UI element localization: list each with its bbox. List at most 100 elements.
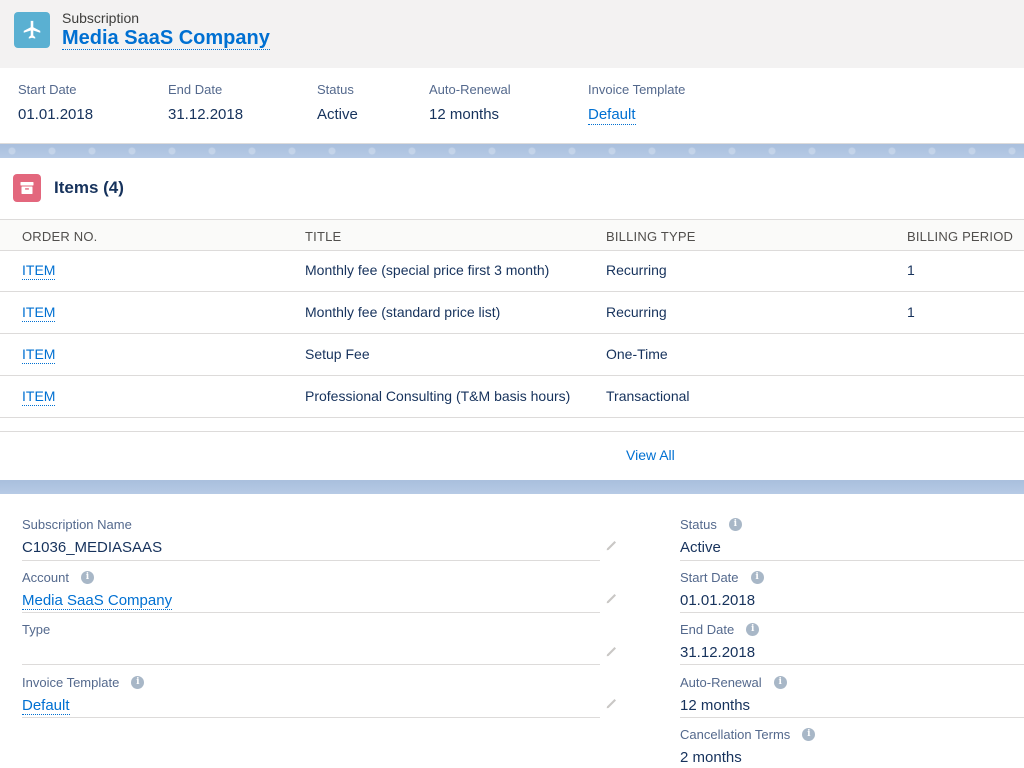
field-label-text: Cancellation Terms <box>680 726 791 742</box>
field-label: End Date i <box>680 621 760 637</box>
info-icon[interactable]: i <box>750 570 764 584</box>
order-no-link[interactable]: ITEM <box>22 304 56 322</box>
cell-billing-type: Transactional <box>606 388 690 404</box>
decorative-band <box>0 480 1024 494</box>
highlight-value-wrap: Default <box>588 106 685 125</box>
cell-billing-type: One-Time <box>606 346 668 362</box>
field-value-wrap: Default <box>22 696 144 715</box>
field-label: Type <box>22 621 51 637</box>
field-type: Type <box>22 621 50 662</box>
plane-icon <box>14 12 50 48</box>
highlight-label: End Date <box>168 82 223 97</box>
pencil-icon[interactable] <box>604 590 620 606</box>
field-label-text: Status <box>680 516 717 532</box>
field-label: Subscription Name <box>22 516 132 532</box>
info-icon[interactable]: i <box>131 675 145 689</box>
highlight-status: Status Active <box>317 82 358 124</box>
field-label-text: Account <box>22 569 69 585</box>
table-row: ITEM Monthly fee (standard price list) R… <box>0 292 1024 334</box>
record-name-link[interactable]: Media SaaS Company <box>62 27 270 50</box>
field-value: 12 months <box>680 697 751 714</box>
cell-title: Professional Consulting (T&M basis hours… <box>305 388 571 404</box>
field-value: Active <box>680 539 721 556</box>
highlight-start-date: Start Date 01.01.2018 <box>18 82 93 124</box>
field-divider <box>22 717 600 718</box>
field-divider <box>22 612 600 613</box>
highlight-value: 31.12.2018 <box>168 106 244 123</box>
info-icon[interactable]: i <box>728 517 742 531</box>
items-card-title: Items (4) <box>54 178 124 197</box>
field-divider <box>680 560 1024 561</box>
cell-billing-type: Recurring <box>606 304 667 320</box>
invoice-template-link[interactable]: Default <box>22 697 70 715</box>
field-invoice-template: Invoice Template i Default <box>22 674 145 715</box>
column-header-title[interactable]: TITLE <box>305 229 342 244</box>
highlight-value: 01.01.2018 <box>18 106 94 123</box>
column-header-billing-period[interactable]: BILLING PERIOD <box>907 229 1014 244</box>
cell-billing-period: 1 <box>907 304 915 320</box>
field-label-text: Start Date <box>680 569 739 585</box>
table-row: ITEM Setup Fee One-Time <box>0 334 1024 376</box>
field-divider <box>680 664 1024 665</box>
highlight-auto-renewal: Auto-Renewal 12 months <box>429 82 511 124</box>
field-subscription-name: Subscription Name C1036_MEDIASAAS <box>22 516 162 557</box>
cell-title: Setup Fee <box>305 346 370 362</box>
field-label-text: Invoice Template <box>22 674 120 690</box>
info-icon[interactable]: i <box>802 727 816 741</box>
account-link[interactable]: Media SaaS Company <box>22 592 173 610</box>
field-start-date: Start Date i 01.01.2018 <box>680 569 764 610</box>
field-divider <box>680 612 1024 613</box>
field-value: 01.01.2018 <box>680 592 756 609</box>
field-value: 2 months <box>680 749 742 766</box>
field-label: Account i <box>22 569 172 585</box>
order-no-link[interactable]: ITEM <box>22 262 56 280</box>
field-label: Invoice Template i <box>22 674 145 690</box>
pencil-icon[interactable] <box>604 695 620 711</box>
highlight-label: Auto-Renewal <box>429 82 511 97</box>
field-label: Start Date i <box>680 569 764 585</box>
order-no-link[interactable]: ITEM <box>22 388 56 406</box>
items-table-header: ORDER NO. TITLE BILLING TYPE BILLING PER… <box>0 219 1024 251</box>
field-value-wrap: Media SaaS Company <box>22 591 173 610</box>
field-divider <box>22 560 600 561</box>
field-label: Auto-Renewal i <box>680 674 787 690</box>
archive-box-icon <box>13 174 41 202</box>
field-end-date: End Date i 31.12.2018 <box>680 621 760 662</box>
highlight-value: Active <box>317 106 358 123</box>
field-value: C1036_MEDIASAAS <box>22 539 163 556</box>
record-detail-section: Subscription Name C1036_MEDIASAAS Accoun… <box>0 494 1024 768</box>
column-header-order-no[interactable]: ORDER NO. <box>22 229 98 244</box>
order-no-link[interactable]: ITEM <box>22 346 56 364</box>
highlight-label: Status <box>317 82 354 97</box>
field-divider <box>680 717 1024 718</box>
highlight-label: Invoice Template <box>588 82 686 97</box>
field-cancellation-terms: Cancellation Terms i 2 months <box>680 726 816 767</box>
cell-billing-type: Recurring <box>606 262 667 278</box>
highlight-value: 12 months <box>429 106 500 123</box>
pencil-icon[interactable] <box>604 537 620 553</box>
info-icon[interactable]: i <box>746 622 760 636</box>
view-all-link[interactable]: View All <box>626 447 675 463</box>
field-label-text: End Date <box>680 621 735 637</box>
field-account: Account i Media SaaS Company <box>22 569 173 610</box>
field-divider <box>22 664 600 665</box>
items-related-list: Items (4) ORDER NO. TITLE BILLING TYPE B… <box>0 158 1024 480</box>
column-header-billing-type[interactable]: BILLING TYPE <box>606 229 696 244</box>
invoice-template-link[interactable]: Default <box>588 106 636 125</box>
items-card-footer: View All <box>0 431 1024 480</box>
field-value <box>22 643 50 662</box>
field-label: Status i <box>680 516 742 532</box>
field-status: Status i Active <box>680 516 742 557</box>
cell-title: Monthly fee (special price first 3 month… <box>305 262 550 278</box>
object-type-label: Subscription <box>62 10 140 26</box>
field-label: Cancellation Terms i <box>680 726 816 742</box>
highlight-end-date: End Date 31.12.2018 <box>168 82 243 124</box>
table-row: ITEM Monthly fee (special price first 3 … <box>0 250 1024 292</box>
decorative-band <box>0 144 1024 158</box>
table-row: ITEM Professional Consulting (T&M basis … <box>0 376 1024 418</box>
highlights-panel: Start Date 01.01.2018 End Date 31.12.201… <box>0 68 1024 144</box>
info-icon[interactable]: i <box>773 675 787 689</box>
info-icon[interactable]: i <box>80 570 94 584</box>
record-header: Subscription Media SaaS Company <box>0 0 1024 68</box>
pencil-icon[interactable] <box>604 643 620 659</box>
